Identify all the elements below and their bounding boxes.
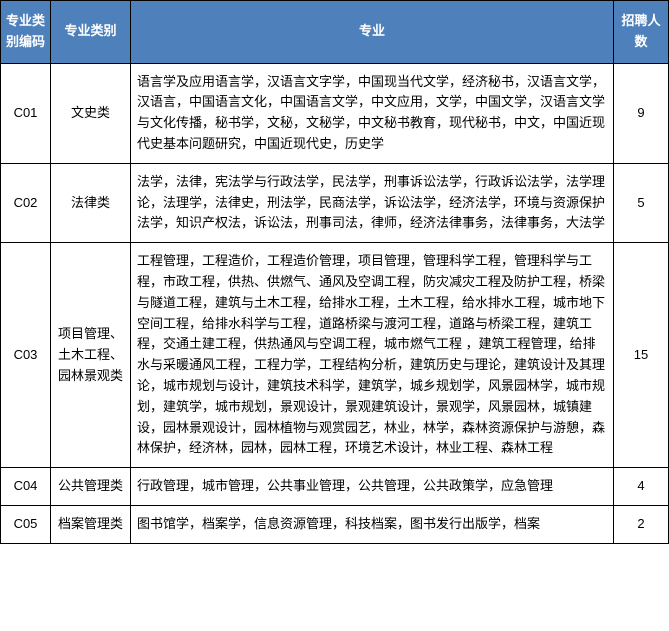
table-row: C03 项目管理、土木工程、园林景观类 工程管理，工程造价，工程造价管理，项目管… [1, 243, 669, 468]
cell-code: C02 [1, 163, 51, 242]
cell-count: 4 [614, 468, 669, 506]
table-header-row: 专业类别编码 专业类别 专业 招聘人数 [1, 1, 669, 64]
cell-code: C05 [1, 505, 51, 543]
table-row: C02 法律类 法学，法律，宪法学与行政法学，民法学，刑事诉讼法学，行政诉讼法学… [1, 163, 669, 242]
cell-major: 图书馆学，档案学，信息资源管理，科技档案，图书发行出版学，档案 [131, 505, 614, 543]
cell-count: 5 [614, 163, 669, 242]
cell-code: C01 [1, 63, 51, 163]
col-header-count: 招聘人数 [614, 1, 669, 64]
cell-count: 9 [614, 63, 669, 163]
cell-major: 法学，法律，宪法学与行政法学，民法学，刑事诉讼法学，行政诉讼法学，法学理论，法理… [131, 163, 614, 242]
cell-count: 15 [614, 243, 669, 468]
table-row: C01 文史类 语言学及应用语言学，汉语言文字学，中国现当代文学，经济秘书，汉语… [1, 63, 669, 163]
cell-cat: 项目管理、土木工程、园林景观类 [51, 243, 131, 468]
cell-major: 行政管理，城市管理，公共事业管理，公共管理，公共政策学，应急管理 [131, 468, 614, 506]
cell-cat: 法律类 [51, 163, 131, 242]
cell-cat: 文史类 [51, 63, 131, 163]
cell-cat: 档案管理类 [51, 505, 131, 543]
col-header-code: 专业类别编码 [1, 1, 51, 64]
cell-code: C04 [1, 468, 51, 506]
cell-code: C03 [1, 243, 51, 468]
col-header-cat: 专业类别 [51, 1, 131, 64]
col-header-major: 专业 [131, 1, 614, 64]
recruitment-table: 专业类别编码 专业类别 专业 招聘人数 C01 文史类 语言学及应用语言学，汉语… [0, 0, 669, 544]
table-body: C01 文史类 语言学及应用语言学，汉语言文字学，中国现当代文学，经济秘书，汉语… [1, 63, 669, 543]
cell-major: 语言学及应用语言学，汉语言文字学，中国现当代文学，经济秘书，汉语言文学，汉语言，… [131, 63, 614, 163]
cell-cat: 公共管理类 [51, 468, 131, 506]
recruitment-table-container: 专业类别编码 专业类别 专业 招聘人数 C01 文史类 语言学及应用语言学，汉语… [0, 0, 669, 544]
cell-count: 2 [614, 505, 669, 543]
table-row: C04 公共管理类 行政管理，城市管理，公共事业管理，公共管理，公共政策学，应急… [1, 468, 669, 506]
cell-major: 工程管理，工程造价，工程造价管理，项目管理，管理科学工程，管理科学与工程，市政工… [131, 243, 614, 468]
table-row: C05 档案管理类 图书馆学，档案学，信息资源管理，科技档案，图书发行出版学，档… [1, 505, 669, 543]
